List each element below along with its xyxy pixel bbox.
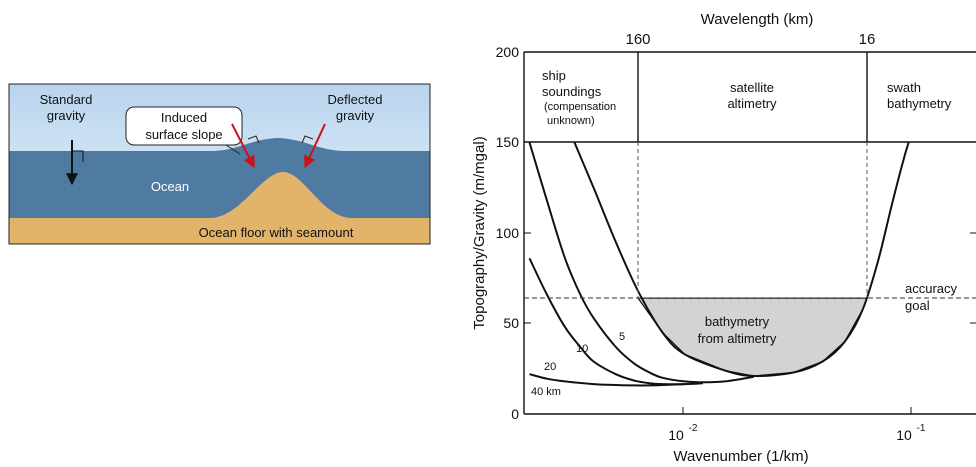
induced-slope-label-2: surface slope xyxy=(145,127,222,142)
callout-pointer xyxy=(225,144,241,155)
x-axis-title: Wavenumber (1/km) xyxy=(673,448,808,465)
curve-label-10: 10 xyxy=(576,343,588,355)
x-tick-1e-1-base: 10 xyxy=(896,427,912,443)
top-tick-16: 16 xyxy=(859,31,876,48)
curve-label-20: 20 xyxy=(544,361,556,373)
seamount-diagram: Standard gravity Induced surface slope D… xyxy=(8,83,431,245)
standard-gravity-label-1: Standard xyxy=(40,92,93,107)
curve-label-40km: 40 km xyxy=(531,386,561,398)
region-satellite-line2: altimetry xyxy=(727,96,777,111)
deflected-gravity-arrow-right-icon xyxy=(304,123,326,169)
deflected-gravity-label-2: gravity xyxy=(336,108,375,123)
bathymetry-from-altimetry-label-1: bathymetry xyxy=(705,314,770,329)
ocean-label: Ocean xyxy=(151,179,189,194)
x-tick-1e-2-exp: -2 xyxy=(689,423,698,434)
x-tick-1e-1-exp: -1 xyxy=(917,423,926,434)
region-ship-line2: soundings xyxy=(542,84,602,99)
deflected-gravity-label-1: Deflected xyxy=(328,92,383,107)
right-angle-icon xyxy=(72,150,84,162)
curve-label-5: 5 xyxy=(619,331,625,343)
induced-slope-callout xyxy=(125,106,243,146)
curve-10 xyxy=(528,142,754,384)
standard-gravity-label-2: gravity xyxy=(47,108,86,123)
y-tick-100: 100 xyxy=(496,225,520,241)
region-ship-line3: (compensation xyxy=(544,101,616,113)
plot-marks xyxy=(528,142,910,387)
bathymetry-from-altimetry-label-2: from altimetry xyxy=(698,331,777,346)
resolution-plot: Wavelength (km) 160 16 200 150 100 50 0 … xyxy=(471,11,976,465)
deflected-gravity-arrow-left-icon xyxy=(231,123,255,169)
right-angle-icon xyxy=(301,135,314,144)
top-axis-title: Wavelength (km) xyxy=(701,11,814,28)
ocean-floor-label: Ocean floor with seamount xyxy=(199,225,354,240)
region-ship-line1: ship xyxy=(542,68,566,83)
ocean-floor-seamount xyxy=(9,172,430,244)
accuracy-goal-label-1: accuracy xyxy=(905,281,958,296)
region-swath-line2: bathymetry xyxy=(887,96,952,111)
curve-5 xyxy=(573,142,910,378)
region-satellite-line1: satellite xyxy=(730,80,774,95)
right-angle-icon xyxy=(247,135,260,144)
accuracy-goal-label-2: goal xyxy=(905,298,930,313)
x-tick-1e-2-base: 10 xyxy=(668,427,684,443)
region-swath-line1: swath xyxy=(887,80,921,95)
y-tick-200: 200 xyxy=(496,44,520,60)
y-axis-title: Topography/Gravity (m/mgal) xyxy=(471,136,488,329)
y-tick-0: 0 xyxy=(511,406,519,422)
region-ship-line4: unknown) xyxy=(547,115,595,127)
curve-40-km xyxy=(529,373,685,387)
diagram-border xyxy=(8,83,431,245)
top-tick-160: 160 xyxy=(625,31,650,48)
induced-slope-label-1: Induced xyxy=(161,110,207,125)
y-tick-50: 50 xyxy=(503,315,519,331)
y-tick-150: 150 xyxy=(496,134,520,150)
